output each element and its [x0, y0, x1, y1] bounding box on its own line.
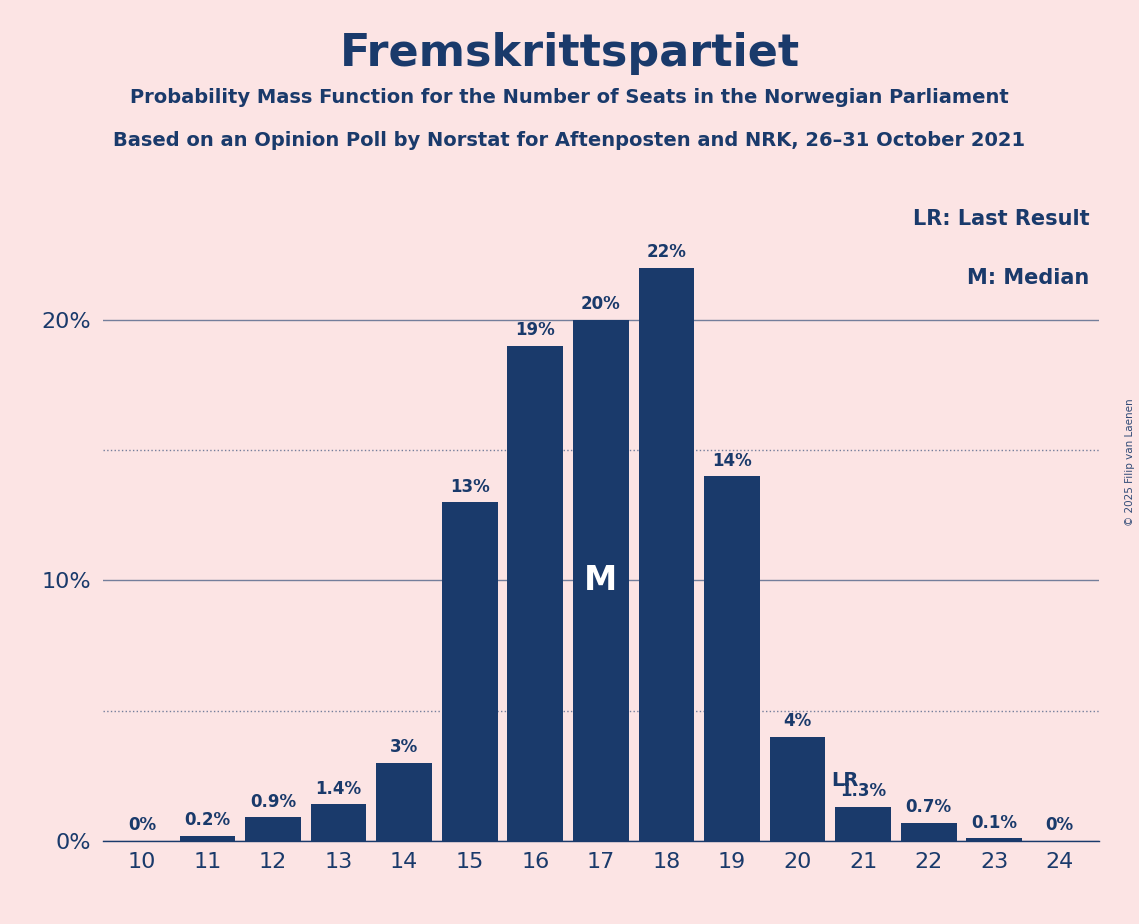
Text: 0.7%: 0.7% — [906, 798, 952, 816]
Text: 0.9%: 0.9% — [249, 793, 296, 811]
Bar — [639, 268, 695, 841]
Bar — [442, 502, 498, 841]
Bar — [245, 818, 301, 841]
Bar — [311, 805, 367, 841]
Bar — [835, 807, 891, 841]
Text: 1.4%: 1.4% — [316, 780, 361, 797]
Text: 0%: 0% — [128, 816, 156, 834]
Text: 22%: 22% — [647, 243, 687, 261]
Text: Probability Mass Function for the Number of Seats in the Norwegian Parliament: Probability Mass Function for the Number… — [130, 88, 1009, 107]
Bar — [770, 736, 826, 841]
Text: 20%: 20% — [581, 295, 621, 313]
Text: 19%: 19% — [515, 322, 555, 339]
Text: LR: Last Result: LR: Last Result — [912, 209, 1089, 229]
Bar — [966, 838, 1022, 841]
Text: M: Median: M: Median — [967, 268, 1089, 287]
Text: 14%: 14% — [712, 452, 752, 469]
Text: Fremskrittspartiet: Fremskrittspartiet — [339, 32, 800, 76]
Text: 0.1%: 0.1% — [972, 814, 1017, 832]
Text: 3%: 3% — [390, 738, 418, 756]
Text: LR: LR — [831, 772, 859, 790]
Text: M: M — [584, 564, 617, 597]
Text: 1.3%: 1.3% — [841, 783, 886, 800]
Bar — [376, 762, 432, 841]
Bar — [704, 476, 760, 841]
Bar — [507, 346, 563, 841]
Text: 4%: 4% — [784, 712, 812, 730]
Bar — [901, 822, 957, 841]
Text: Based on an Opinion Poll by Norstat for Aftenposten and NRK, 26–31 October 2021: Based on an Opinion Poll by Norstat for … — [114, 131, 1025, 151]
Bar — [180, 835, 236, 841]
Text: 0%: 0% — [1046, 816, 1074, 834]
Text: © 2025 Filip van Laenen: © 2025 Filip van Laenen — [1125, 398, 1134, 526]
Bar — [573, 320, 629, 841]
Text: 13%: 13% — [450, 478, 490, 495]
Text: 0.2%: 0.2% — [185, 811, 230, 829]
